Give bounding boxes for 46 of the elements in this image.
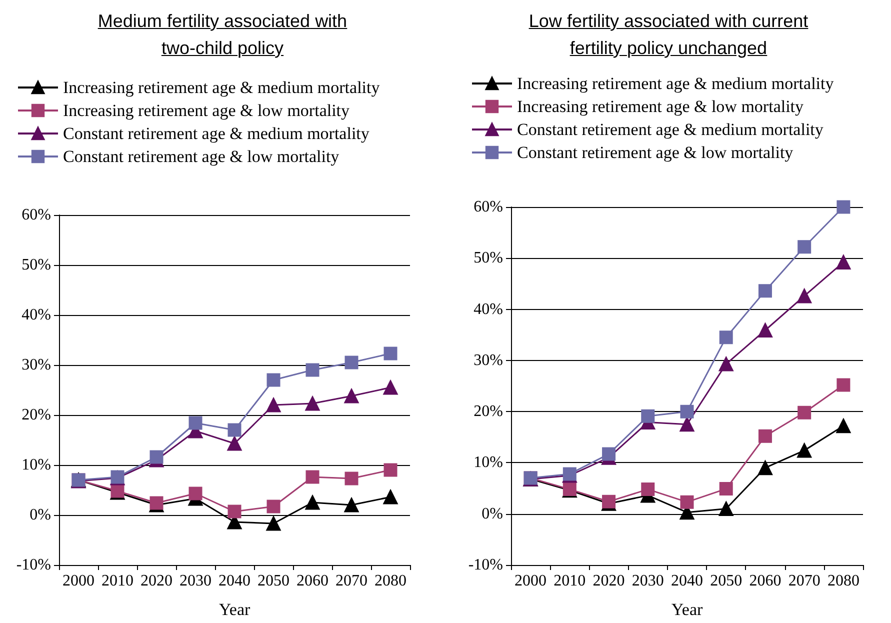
y-tick-label: 20% — [474, 403, 503, 420]
y-tick-label: 10% — [22, 456, 51, 474]
y-tick-label: 30% — [22, 356, 51, 374]
x-tick-label: 2040 — [671, 572, 703, 590]
y-tick-label: 60% — [22, 206, 51, 224]
legend-label: Constant retirement age & low mortality — [63, 147, 340, 166]
chart-title: Medium fertility associated with two-child policy — [98, 11, 348, 58]
x-tick-label: 2070 — [336, 572, 368, 590]
y-tick-label: 60% — [474, 198, 503, 216]
legend-label: Increasing retirement age & medium mortality — [63, 78, 380, 97]
x-tick-label: 2060 — [749, 572, 782, 590]
y-tick-label: -10% — [468, 556, 503, 574]
y-tick-label: 0% — [482, 505, 503, 522]
chart-title: Low fertility associated with current fertility policy unchanged — [528, 11, 808, 58]
legend-label: Increasing retirement age & low mortality — [517, 97, 804, 116]
x-tick-label: 2080 — [374, 572, 406, 590]
y-tick-label: 10% — [474, 454, 503, 472]
y-tick-label: 30% — [474, 352, 503, 369]
y-tick-label: 50% — [474, 250, 503, 267]
y-tick-label: 50% — [22, 256, 51, 274]
legend-label: Increasing retirement age & medium mortality — [517, 74, 834, 93]
x-tick-label: 2070 — [788, 572, 820, 590]
x-axis-title: Year — [218, 600, 250, 619]
x-tick-label: 2020 — [140, 572, 172, 590]
x-tick-label: 2010 — [554, 572, 586, 590]
y-tick-label: 20% — [22, 406, 51, 424]
x-tick-label: 2080 — [827, 572, 860, 590]
x-tick-label: 2050 — [258, 572, 290, 590]
x-tick-label: 2030 — [632, 572, 664, 590]
y-tick-label: 0% — [30, 506, 51, 524]
legend-label: Constant retirement age & medium mortality — [517, 120, 824, 139]
y-tick-label: 40% — [474, 300, 503, 318]
x-tick-label: 2020 — [592, 572, 625, 590]
x-tick-label: 2060 — [296, 572, 328, 590]
x-tick-label: 2000 — [62, 572, 94, 590]
x-tick-label: 2040 — [218, 572, 250, 590]
legend-label: Increasing retirement age & low mortality — [63, 101, 350, 120]
x-tick-label: 2010 — [102, 572, 134, 590]
x-axis-title: Year — [671, 600, 703, 619]
x-tick-label: 2050 — [710, 572, 742, 590]
x-tick-label: 2000 — [514, 572, 547, 590]
x-tick-label: 2030 — [180, 572, 212, 590]
legend-label: Constant retirement age & low mortality — [517, 143, 794, 162]
y-tick-label: 40% — [22, 306, 51, 324]
y-tick-label: -10% — [16, 556, 51, 574]
legend-label: Constant retirement age & medium mortality — [63, 124, 370, 143]
